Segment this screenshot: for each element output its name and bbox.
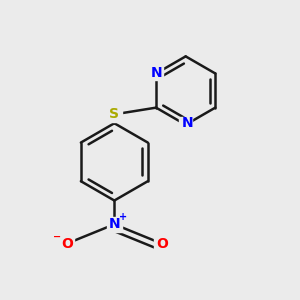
- Text: O: O: [61, 237, 73, 250]
- Text: −: −: [53, 232, 61, 242]
- Text: N: N: [181, 116, 193, 130]
- Bar: [149, 67, 163, 80]
- Bar: [154, 236, 169, 251]
- Bar: [107, 107, 122, 122]
- Text: S: S: [109, 107, 119, 121]
- Bar: [179, 117, 192, 130]
- Bar: [107, 217, 122, 232]
- Bar: [59, 236, 74, 251]
- Text: N: N: [150, 67, 162, 80]
- Text: O: O: [156, 237, 168, 250]
- Text: N: N: [109, 217, 120, 231]
- Text: +: +: [118, 212, 127, 222]
